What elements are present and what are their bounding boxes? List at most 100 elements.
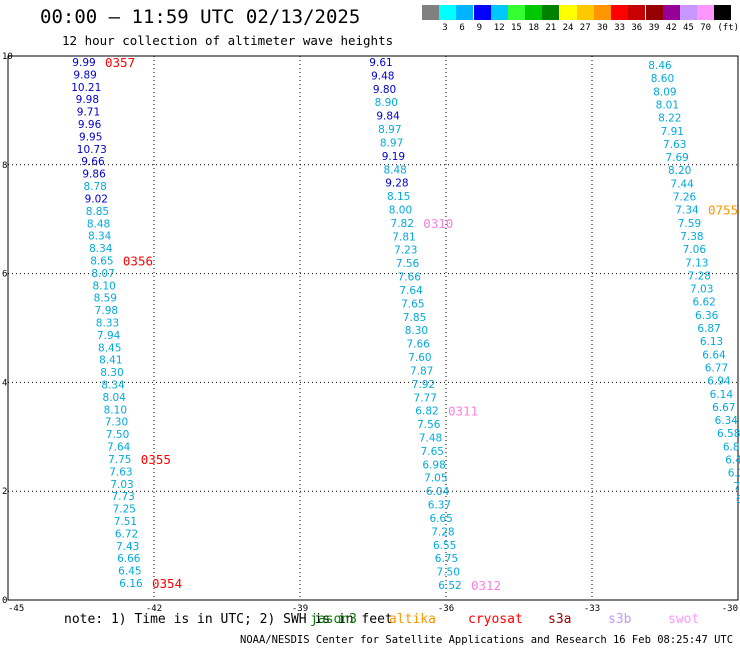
x-tick-label: -30 (722, 604, 738, 614)
y-tick-label: 10 (2, 52, 13, 62)
pass-time-label: 0312 (471, 578, 501, 593)
wave-height-value: 6.16 (119, 578, 143, 590)
wave-height-value: 6. (736, 494, 740, 506)
satellite-name: s3b (608, 612, 632, 627)
legend-swatch (439, 5, 457, 20)
wave-height-value: 8.09 (653, 86, 676, 98)
legend-label: 33 (614, 23, 626, 33)
satellite-name: swot (668, 612, 700, 627)
wave-height-value: 7.66 (398, 272, 422, 284)
pass-time-label: 0310 (423, 216, 453, 231)
wave-height-value: 7.34 (675, 205, 699, 217)
wave-height-value: 7.13 (685, 257, 708, 269)
satellite-name: s3a (548, 612, 572, 627)
wave-height-value: 7.05 (424, 473, 447, 485)
pass-time-label: 0357 (105, 55, 135, 70)
legend-label: 3 (442, 23, 448, 33)
wave-height-value: 6.4 (725, 455, 740, 467)
wave-height-value: 7.81 (392, 231, 415, 243)
wave-height-value: 8.01 (656, 99, 679, 111)
wave-height-value: 7.59 (678, 218, 701, 230)
legend-swatch (645, 5, 663, 20)
legend-label: 30 (597, 23, 608, 33)
wave-height-value: 7.94 (97, 330, 121, 342)
wave-height-value: 6.37 (428, 500, 451, 512)
wave-height-value: 7.98 (95, 305, 118, 317)
wave-height-value: 8.60 (651, 73, 674, 85)
legend-label: 21 (545, 23, 557, 33)
wave-height-value: 7.92 (412, 379, 435, 391)
wave-height-value: 6.72 (115, 528, 138, 540)
wave-height-value: 7.28 (688, 270, 711, 282)
footer-note: note: 1) Time is in UTC; 2) SWH is in fe… (64, 612, 393, 627)
wave-height-value: 6.34 (715, 415, 739, 427)
wave-height-value: 8.22 (658, 113, 681, 125)
legend-unit: (ft) (717, 23, 740, 33)
y-tick-label: 0 (2, 596, 7, 606)
x-tick-label: -33 (584, 604, 600, 614)
wave-height-value: 8.65 (90, 255, 113, 267)
legend-swatch (559, 5, 577, 20)
wave-height-value: 7.25 (113, 504, 136, 516)
legend-swatch (525, 5, 543, 20)
wave-height-value: 10.21 (71, 82, 101, 94)
wave-height-value: 9.71 (77, 107, 100, 119)
satellite-name: cryosat (468, 612, 523, 627)
wave-height-value: 8.90 (375, 97, 398, 109)
wave-height-value: 9.96 (78, 119, 102, 131)
legend-label: 36 (631, 23, 643, 33)
wave-height-value: 6.94 (707, 376, 731, 388)
wave-height-value: 7.50 (437, 567, 460, 579)
x-tick-label: -42 (146, 604, 162, 614)
wave-height-value: 6.36 (695, 310, 719, 322)
wave-height-value: 8.04 (103, 392, 127, 404)
wave-height-value: 6.65 (429, 513, 452, 525)
wave-height-value: 9.66 (81, 156, 105, 168)
wave-height-value: 6.77 (705, 362, 728, 374)
wave-height-value: 7.56 (396, 258, 420, 270)
wave-height-value: 6.67 (712, 402, 735, 414)
wave-height-value: 8.78 (83, 181, 106, 193)
legend-label: 24 (562, 23, 574, 33)
wave-height-value: 8.10 (92, 280, 115, 292)
wave-height-value: 8.34 (89, 243, 113, 255)
wave-height-value: 8.20 (668, 165, 691, 177)
wave-height-value: 9.80 (373, 84, 396, 96)
page-subtitle: 12 hour collection of altimeter wave hei… (62, 33, 394, 48)
wave-height-value: 10.73 (77, 144, 107, 156)
wave-height-value: 8.34 (88, 231, 112, 243)
wave-height-value: 8.33 (96, 318, 119, 330)
wave-height-value: 8.48 (383, 164, 406, 176)
pass-time-label: 0355 (141, 452, 171, 467)
legend-label: 9 (476, 23, 483, 33)
legend-label: 70 (700, 23, 712, 33)
wave-height-value: 9.48 (371, 70, 394, 82)
wave-height-value: 8.46 (648, 60, 672, 72)
legend-label: 12 (493, 23, 505, 33)
legend-label: 18 (528, 23, 540, 33)
wave-height-value: 6.55 (433, 540, 456, 552)
legend-swatch (456, 5, 474, 20)
wave-height-value: 8.15 (387, 191, 410, 203)
wave-height-value: 8.30 (405, 325, 428, 337)
wave-height-value: 8.97 (380, 137, 403, 149)
wave-height-value: 7.60 (408, 352, 431, 364)
wave-height-value: 7.66 (406, 339, 430, 351)
legend-swatch (680, 5, 697, 20)
wave-height-value: 6.82 (415, 406, 438, 418)
wave-height-value: 6.45 (118, 566, 141, 578)
wave-height-value: 8.34 (101, 380, 125, 392)
wave-height-value: 6.62 (692, 297, 715, 309)
wave-height-value: 7.30 (105, 417, 128, 429)
wave-height-value: 8.45 (98, 342, 121, 354)
wave-height-value: 7.64 (107, 442, 131, 454)
wave-height-value: 7.63 (109, 466, 132, 478)
y-tick-label: 4 (2, 378, 7, 388)
wave-height-value: 8.10 (104, 404, 127, 416)
wave-height-value: 9.28 (385, 178, 408, 190)
wave-height-value: 9.61 (369, 57, 392, 69)
legend-swatch (542, 5, 560, 20)
legend-label: 42 (665, 23, 677, 33)
